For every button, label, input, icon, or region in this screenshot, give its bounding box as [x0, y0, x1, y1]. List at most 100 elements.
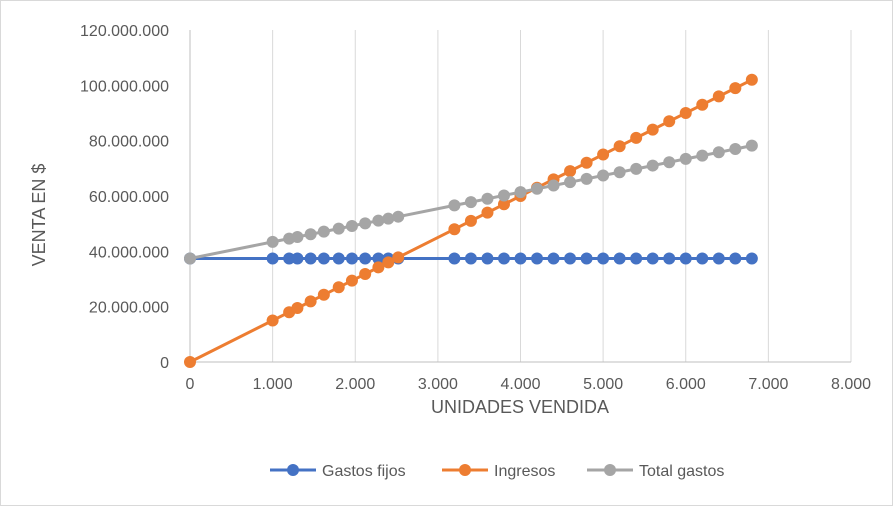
- data-point: [630, 131, 643, 144]
- x-tick-label: 6.000: [666, 376, 706, 393]
- data-point: [514, 252, 527, 265]
- y-tick-label: 20.000.000: [89, 300, 169, 317]
- x-tick-label: 8.000: [831, 376, 871, 393]
- data-point: [372, 214, 385, 227]
- data-point: [745, 139, 758, 152]
- data-point: [712, 252, 725, 265]
- data-point: [184, 356, 196, 368]
- axes: [189, 30, 851, 363]
- data-point: [580, 252, 593, 265]
- legend-item: Total gastos: [587, 463, 724, 480]
- data-point: [345, 274, 358, 287]
- data-point: [564, 252, 577, 265]
- data-point: [597, 148, 610, 161]
- data-point: [382, 212, 395, 225]
- data-point: [392, 210, 405, 223]
- y-tick-label: 60.000.000: [89, 189, 169, 206]
- data-point: [372, 252, 385, 265]
- data-point: [304, 295, 317, 308]
- data-point: [514, 186, 527, 199]
- data-point: [497, 189, 510, 202]
- data-point: [729, 82, 742, 95]
- data-point: [630, 252, 643, 265]
- data-point: [481, 206, 494, 219]
- legend-marker: [604, 464, 616, 476]
- data-point: [283, 252, 296, 265]
- legend-item: Ingresos: [442, 463, 555, 480]
- data-point: [332, 252, 345, 265]
- data-point: [646, 123, 659, 136]
- data-point: [663, 252, 676, 265]
- data-point: [184, 252, 196, 265]
- data-point: [580, 156, 593, 169]
- data-point: [696, 252, 709, 265]
- data-point: [359, 268, 372, 281]
- data-point: [317, 225, 330, 238]
- legend-label: Gastos fijos: [322, 463, 406, 480]
- legend-item: Gastos fijos: [270, 463, 406, 480]
- data-point: [497, 198, 510, 211]
- x-tick-label: 4.000: [500, 376, 540, 393]
- gridlines: [272, 30, 852, 362]
- data-point: [696, 149, 709, 162]
- data-point: [696, 98, 709, 111]
- data-point: [464, 214, 477, 227]
- x-tick-label: 2.000: [335, 376, 375, 393]
- data-point: [266, 235, 279, 248]
- legend-label: Total gastos: [639, 463, 724, 480]
- data-point: [547, 252, 560, 265]
- data-point: [663, 115, 676, 128]
- x-tick-label: 5.000: [583, 376, 623, 393]
- x-axis-title: UNIDADES VENDIDA: [431, 397, 609, 417]
- y-tick-label: 80.000.000: [89, 134, 169, 151]
- data-point: [291, 302, 304, 315]
- data-point: [531, 252, 544, 265]
- data-point: [679, 152, 692, 165]
- data-point: [679, 252, 692, 265]
- data-point: [304, 228, 317, 241]
- data-point: [359, 217, 372, 230]
- y-tick-label: 40.000.000: [89, 244, 169, 261]
- data-point: [531, 182, 544, 195]
- data-point: [345, 252, 358, 265]
- legend-marker: [459, 464, 471, 476]
- data-point: [745, 252, 758, 265]
- y-tick-label: 0: [160, 355, 169, 372]
- data-point: [266, 314, 279, 327]
- data-point: [547, 179, 560, 192]
- legend: Gastos fijos Ingresos Total gastos: [270, 463, 724, 480]
- data-point: [679, 107, 692, 119]
- data-point: [613, 140, 626, 153]
- x-tick-label: 1.000: [253, 376, 293, 393]
- data-point: [372, 261, 385, 274]
- x-tick-label: 0: [186, 376, 195, 393]
- data-point: [304, 252, 317, 265]
- data-point: [382, 256, 395, 269]
- data-point: [448, 199, 461, 212]
- data-point: [359, 252, 372, 265]
- data-point: [564, 176, 577, 189]
- data-point: [392, 251, 405, 264]
- data-point: [663, 156, 676, 169]
- data-point: [712, 90, 725, 103]
- x-tick-label: 7.000: [748, 376, 788, 393]
- data-point: [481, 192, 494, 205]
- data-point: [630, 162, 643, 175]
- legend-marker: [287, 464, 299, 476]
- data-point: [564, 165, 577, 178]
- data-point: [448, 223, 461, 236]
- data-point: [613, 166, 626, 179]
- legend-label: Ingresos: [494, 463, 555, 480]
- data-point: [580, 172, 593, 185]
- data-point: [317, 288, 330, 301]
- data-point: [291, 230, 304, 243]
- data-point: [497, 252, 510, 265]
- data-point: [332, 222, 345, 235]
- data-point: [729, 142, 742, 155]
- y-tick-label: 120.000.000: [80, 23, 169, 40]
- data-point: [481, 252, 494, 265]
- y-axis-title: VENTA EN $: [29, 164, 49, 267]
- data-point: [345, 219, 358, 232]
